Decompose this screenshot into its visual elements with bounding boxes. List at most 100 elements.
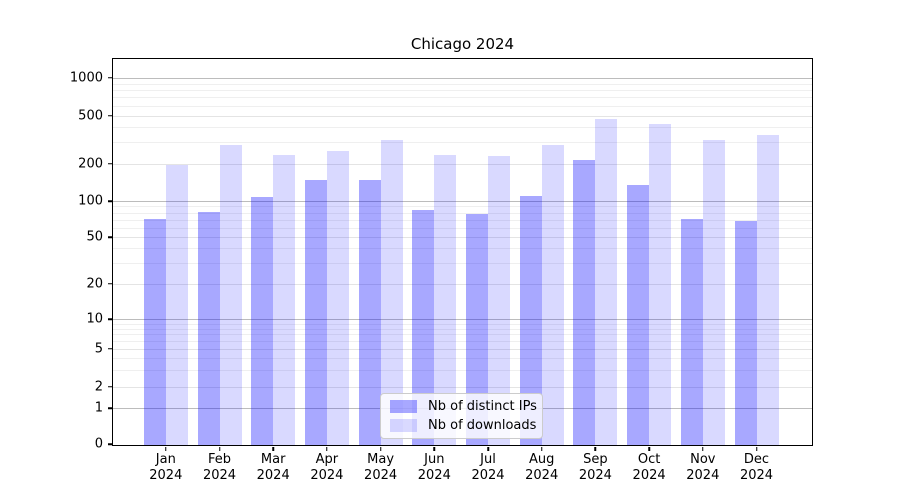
bar-ips-may [358, 180, 381, 445]
gridline-y-80 [113, 212, 812, 214]
gridline-y-70 [113, 219, 812, 221]
legend-item-distinct-ips: Nb of distinct IPs [390, 399, 537, 414]
x-tick-mark-aug [540, 446, 543, 451]
x-tick-mark-jan [165, 446, 167, 451]
y-tick-mark-500 [108, 114, 113, 117]
legend: Nb of distinct IPs Nb of downloads [380, 393, 543, 439]
bar-downloads-jan [165, 164, 188, 445]
y-tick-mark-2 [108, 386, 113, 388]
y-tick-mark-1 [108, 407, 113, 409]
bar-downloads-may [380, 140, 403, 445]
bar-ips-feb [197, 211, 220, 445]
gridline-y-9 [113, 323, 812, 325]
y-tick-mark-20 [108, 282, 113, 285]
gridline-y-20 [113, 283, 812, 285]
gridline-y-700 [113, 97, 812, 99]
x-tick-label-mar: Mar 2024 [256, 452, 290, 483]
legend-swatch-downloads [390, 419, 417, 432]
gridline-y-50 [113, 237, 812, 238]
legend-swatch-distinct-ips [390, 400, 417, 413]
x-tick-label-nov: Nov 2024 [686, 452, 720, 483]
bar-downloads-apr [326, 150, 349, 445]
y-tick-mark-5 [108, 348, 113, 350]
y-tick-label-0: 0 [94, 436, 103, 452]
x-tick-mark-nov [702, 446, 704, 451]
x-tick-mark-may [379, 446, 382, 451]
y-tick-label-5: 5 [94, 341, 103, 357]
gridline-y-200 [113, 163, 812, 165]
x-tick-label-dec: Dec 2024 [739, 452, 774, 483]
y-tick-mark-1000 [108, 77, 113, 79]
bar-ips-jul [466, 213, 488, 445]
bar-ips-oct [627, 185, 650, 445]
gridline-y-1000 [113, 77, 812, 79]
y-tick-label-20: 20 [86, 276, 103, 291]
bar-ips-jan [143, 219, 166, 445]
gridline-y-900 [113, 83, 812, 85]
x-tick-label-apr: Apr 2024 [310, 452, 344, 483]
bar-downloads-aug [541, 145, 564, 445]
x-tick-label-oct: Oct 2024 [632, 452, 666, 483]
gridline-y-10 [113, 319, 812, 320]
gridline-y-500 [113, 115, 812, 117]
x-tick-label-jul: Jul 2024 [471, 452, 505, 483]
y-tick-label-10: 10 [86, 311, 103, 327]
x-tick-mark-mar [272, 446, 274, 451]
bar-downloads-nov [702, 140, 725, 445]
legend-item-downloads: Nb of downloads [390, 418, 537, 433]
bar-downloads-oct [649, 124, 672, 445]
bar-downloads-mar [273, 155, 296, 445]
plot-area: Nb of distinct IPs Nb of downloads 0 1 2 5 1… [70, 58, 813, 483]
gridline-y-600 [113, 105, 812, 107]
x-tick-mark-feb [218, 446, 221, 451]
bar-ips-mar [251, 196, 274, 445]
x-tick-mark-dec [755, 446, 758, 451]
x-tick-label-aug: Aug 2024 [525, 452, 559, 483]
y-tick-label-100: 100 [78, 193, 103, 209]
y-tick-mark-10 [108, 318, 113, 320]
y-tick-label-50: 50 [86, 229, 103, 245]
x-tick-label-sep: Sep 2024 [578, 452, 612, 483]
x-tick-mark-oct [648, 446, 650, 451]
x-tick-label-feb: Feb 2024 [202, 452, 237, 483]
gridline-y-40 [113, 248, 812, 250]
bar-ips-apr [304, 180, 327, 445]
bar-downloads-feb [219, 145, 242, 445]
gridline-y-90 [113, 206, 812, 208]
gridline-y-3 [113, 369, 812, 371]
y-tick-label-2: 2 [94, 379, 103, 395]
bar-downloads-jul [488, 156, 510, 445]
chart-title: Chicago 2024 [410, 35, 515, 53]
y-tick-mark-200 [108, 163, 113, 165]
x-tick-mark-sep [594, 446, 597, 451]
gridline-y-30 [113, 262, 812, 264]
gridline-y-2 [113, 386, 812, 388]
y-tick-label-200: 200 [78, 156, 103, 172]
y-tick-mark-0 [108, 443, 113, 445]
legend-label-distinct-ips: Nb of distinct IPs [428, 399, 537, 414]
x-tick-label-jan: Jan 2024 [149, 452, 183, 483]
gridline-y-100 [113, 201, 812, 202]
gridline-y-400 [113, 127, 812, 129]
gridline-y-6 [113, 340, 812, 342]
gridline-y-5 [113, 348, 812, 350]
y-tick-mark-50 [108, 236, 113, 238]
y-tick-label-1000: 1000 [69, 70, 103, 86]
x-tick-mark-jun [433, 446, 436, 451]
y-tick-mark-100 [108, 200, 113, 202]
x-tick-label-may: May 2024 [364, 452, 398, 483]
gridline-y-800 [113, 89, 812, 91]
gridline-y-4 [113, 358, 812, 360]
gridline-y-60 [113, 227, 812, 229]
y-tick-label-1: 1 [94, 400, 103, 416]
x-tick-mark-apr [326, 446, 328, 451]
bar-downloads-dec [756, 134, 779, 445]
bar-ips-jun [412, 210, 435, 445]
bar-downloads-sep [595, 118, 618, 445]
bar-ips-sep [573, 159, 596, 445]
y-tick-label-500: 500 [78, 108, 103, 123]
gridline-y-7 [113, 334, 812, 336]
bar-ips-dec [734, 220, 757, 445]
legend-label-downloads: Nb of downloads [428, 418, 537, 433]
